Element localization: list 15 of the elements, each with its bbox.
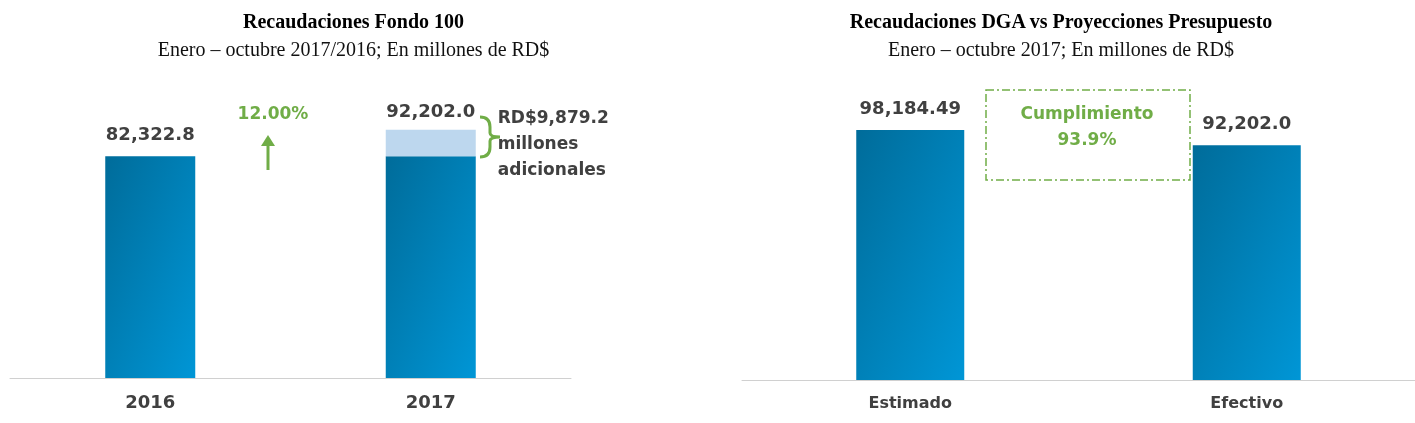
chart-subtitle: Enero – octubre 2017/2016; En millones de RD$ xyxy=(157,38,550,60)
chart-title: Recaudaciones DGA vs Proyecciones Presupuesto xyxy=(849,10,1273,33)
data-label: 82,322.8 xyxy=(105,122,195,144)
data-label: RD$9,879.2 millones adicionales xyxy=(497,107,615,180)
data-label: 92,202.0 xyxy=(1202,111,1292,133)
chart-title: Recaudaciones Fondo 100 xyxy=(242,10,465,32)
chart-subtitle: Enero – octubre 2017; En millones de RD$ xyxy=(887,38,1235,60)
data-label: 98,184.49 xyxy=(859,96,961,118)
text: 12.00% xyxy=(236,102,310,125)
x-tick-label: 2017 xyxy=(405,390,456,412)
x-tick-label: Estimado xyxy=(868,392,953,412)
annotation: Cumplimiento 93.9% xyxy=(1019,102,1155,151)
x-tick-label: Efectivo xyxy=(1210,392,1284,412)
x-tick-label: 2016 xyxy=(125,390,176,412)
total-label: 92,202.0 xyxy=(386,100,476,122)
